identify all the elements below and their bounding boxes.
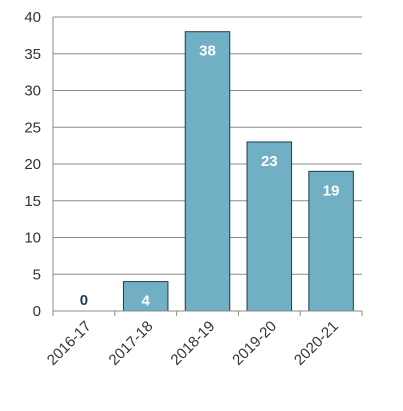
bar-2017-18 [122, 281, 169, 312]
axes [52, 17, 363, 316]
data-label-2016-17: 0 [80, 292, 88, 309]
x-tick-label-2016-17: 2016-17 [44, 318, 95, 369]
bar-2018-19 [184, 31, 231, 312]
labels: 051015202530354002016-1742017-18382018-1… [24, 9, 342, 369]
y-tick-label: 35 [24, 46, 41, 63]
data-label-2018-19: 38 [199, 43, 216, 60]
x-tick-label-2017-18: 2017-18 [106, 318, 157, 369]
data-label-2019-20: 23 [261, 153, 278, 170]
y-tick-label: 20 [24, 156, 41, 173]
x-tick-label-2018-19: 2018-19 [167, 318, 218, 369]
x-tick-label-2020-21: 2020-21 [291, 318, 342, 369]
bars [122, 31, 354, 312]
y-tick-label: 10 [24, 230, 41, 247]
data-label-2020-21: 19 [323, 182, 340, 199]
y-tick-label: 40 [24, 9, 41, 26]
y-tick-label: 15 [24, 193, 41, 210]
y-tick-label: 5 [33, 266, 41, 283]
y-tick-label: 25 [24, 119, 41, 136]
data-label-2017-18: 4 [142, 293, 151, 310]
y-tick-label: 0 [33, 303, 41, 320]
x-tick-label-2019-20: 2019-20 [229, 318, 280, 369]
y-tick-label: 30 [24, 83, 41, 100]
